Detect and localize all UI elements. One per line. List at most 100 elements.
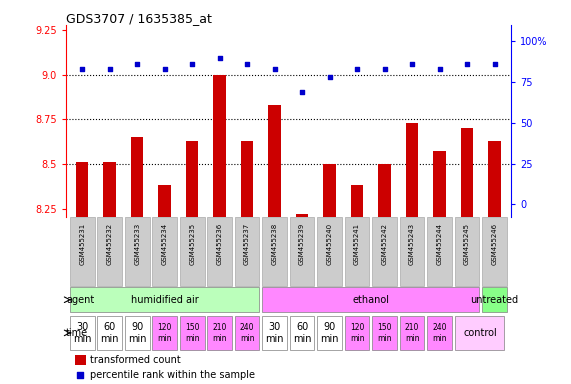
- Bar: [351, 185, 363, 217]
- Text: 240
min: 240 min: [432, 323, 447, 343]
- Bar: [131, 137, 143, 217]
- Bar: [345, 316, 369, 350]
- Point: [76, 372, 85, 379]
- Text: GSM455239: GSM455239: [299, 223, 305, 265]
- Bar: [235, 217, 259, 286]
- Text: GSM455233: GSM455233: [134, 223, 140, 265]
- Bar: [406, 123, 418, 217]
- Bar: [152, 217, 177, 286]
- Text: GSM455232: GSM455232: [107, 223, 112, 265]
- Point: [352, 66, 361, 72]
- Text: 210
min: 210 min: [212, 323, 227, 343]
- Text: GDS3707 / 1635385_at: GDS3707 / 1635385_at: [66, 12, 211, 25]
- Bar: [372, 217, 397, 286]
- Point: [435, 66, 444, 72]
- Text: GSM455243: GSM455243: [409, 223, 415, 265]
- Text: 30
min: 30 min: [73, 322, 91, 344]
- Bar: [97, 316, 122, 350]
- Bar: [180, 316, 204, 350]
- Bar: [207, 217, 232, 286]
- Point: [187, 61, 196, 67]
- Bar: [455, 316, 504, 350]
- Bar: [262, 217, 287, 286]
- Bar: [70, 287, 259, 312]
- Point: [297, 89, 307, 95]
- Bar: [317, 316, 342, 350]
- Text: GSM455242: GSM455242: [381, 223, 388, 265]
- Bar: [180, 217, 204, 286]
- Bar: [289, 316, 315, 350]
- Bar: [268, 105, 281, 217]
- Point: [490, 61, 499, 67]
- Text: 60
min: 60 min: [100, 322, 119, 344]
- Text: 120
min: 120 min: [158, 323, 172, 343]
- Bar: [427, 316, 452, 350]
- Bar: [103, 162, 116, 217]
- Bar: [158, 185, 171, 217]
- Point: [270, 66, 279, 72]
- Text: GSM455244: GSM455244: [437, 223, 443, 265]
- Text: GSM455246: GSM455246: [492, 223, 497, 265]
- Bar: [379, 164, 391, 217]
- Text: 120
min: 120 min: [350, 323, 364, 343]
- Point: [463, 61, 472, 67]
- Bar: [125, 316, 150, 350]
- Text: agent: agent: [66, 295, 94, 305]
- Text: GSM455234: GSM455234: [162, 223, 168, 265]
- Text: GSM455238: GSM455238: [272, 223, 278, 265]
- Text: 150
min: 150 min: [185, 323, 199, 343]
- Bar: [461, 128, 473, 217]
- Text: humidified air: humidified air: [131, 295, 199, 305]
- Bar: [70, 217, 95, 286]
- Text: transformed count: transformed count: [90, 355, 181, 365]
- Bar: [482, 217, 507, 286]
- Point: [243, 61, 252, 67]
- Text: GSM455245: GSM455245: [464, 223, 470, 265]
- Bar: [372, 316, 397, 350]
- Point: [325, 74, 334, 80]
- Bar: [400, 316, 424, 350]
- Text: 90
min: 90 min: [128, 322, 146, 344]
- Text: GSM455237: GSM455237: [244, 223, 250, 265]
- Text: 90
min: 90 min: [320, 322, 339, 344]
- Bar: [488, 141, 501, 217]
- Point: [78, 66, 87, 72]
- Text: 30
min: 30 min: [266, 322, 284, 344]
- Text: untreated: untreated: [471, 295, 518, 305]
- Text: control: control: [464, 328, 498, 338]
- Text: time: time: [66, 328, 89, 338]
- Bar: [296, 214, 308, 217]
- Bar: [186, 141, 198, 217]
- Bar: [214, 75, 226, 217]
- Text: GSM455241: GSM455241: [354, 223, 360, 265]
- Point: [160, 66, 169, 72]
- Bar: [262, 287, 480, 312]
- Point: [408, 61, 417, 67]
- Bar: [241, 141, 254, 217]
- Point: [215, 55, 224, 61]
- Bar: [482, 287, 507, 312]
- Bar: [207, 316, 232, 350]
- Text: GSM455231: GSM455231: [79, 223, 85, 265]
- Bar: [317, 217, 342, 286]
- Bar: [400, 217, 424, 286]
- Point: [380, 66, 389, 72]
- Bar: [70, 316, 95, 350]
- Bar: [76, 162, 89, 217]
- Point: [105, 66, 114, 72]
- Point: [132, 61, 142, 67]
- Text: GSM455236: GSM455236: [216, 223, 223, 265]
- Bar: [97, 217, 122, 286]
- Text: percentile rank within the sample: percentile rank within the sample: [90, 371, 255, 381]
- Bar: [289, 217, 315, 286]
- Text: 60
min: 60 min: [293, 322, 311, 344]
- Text: GSM455235: GSM455235: [189, 223, 195, 265]
- Bar: [427, 217, 452, 286]
- Text: 240
min: 240 min: [240, 323, 254, 343]
- Bar: [433, 151, 446, 217]
- Text: ethanol: ethanol: [352, 295, 389, 305]
- Bar: [235, 316, 259, 350]
- Text: 150
min: 150 min: [377, 323, 392, 343]
- Text: GSM455240: GSM455240: [327, 223, 332, 265]
- Text: 210
min: 210 min: [405, 323, 419, 343]
